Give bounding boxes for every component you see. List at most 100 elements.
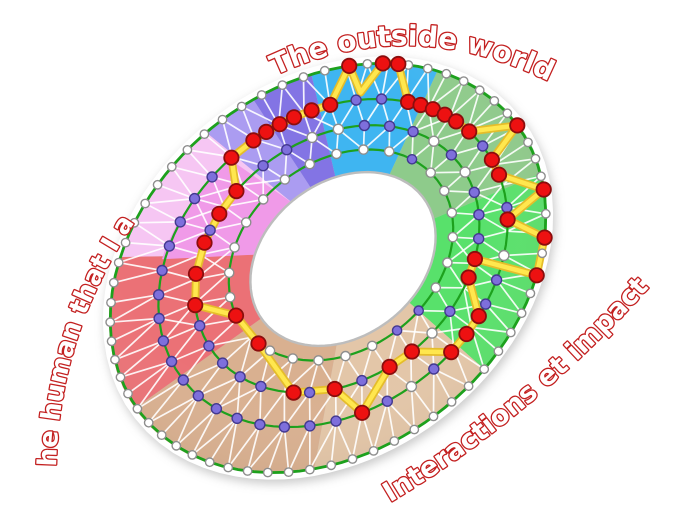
node-A-28[interactable]	[187, 449, 198, 460]
path-node-25[interactable]	[381, 358, 398, 375]
node-D-23[interactable]	[383, 146, 395, 157]
node-B-23[interactable]	[157, 335, 170, 347]
node-B-26[interactable]	[156, 264, 168, 277]
node-C-2[interactable]	[473, 208, 485, 221]
path-node-33[interactable]	[196, 234, 213, 251]
path-node-35[interactable]	[228, 183, 245, 200]
path-node-13[interactable]	[483, 151, 500, 168]
node-A-7[interactable]	[537, 248, 548, 259]
node-B-20[interactable]	[192, 390, 205, 402]
node-C-17[interactable]	[203, 340, 215, 352]
node-C-12[interactable]	[303, 386, 316, 399]
node-B-30[interactable]	[206, 171, 218, 183]
node-A-61[interactable]	[474, 85, 485, 96]
node-D-4[interactable]	[430, 282, 442, 293]
path-node-1[interactable]	[322, 96, 339, 113]
node-D-20[interactable]	[304, 158, 316, 170]
path-node-30[interactable]	[227, 307, 245, 324]
node-A-14[interactable]	[463, 381, 474, 391]
node-A-47[interactable]	[199, 129, 210, 140]
node-C-27[interactable]	[306, 131, 318, 144]
node-B-21[interactable]	[177, 374, 190, 386]
node-A-48[interactable]	[217, 114, 228, 125]
node-D-22[interactable]	[358, 144, 369, 155]
node-B-12[interactable]	[381, 395, 393, 407]
node-A-9[interactable]	[525, 288, 536, 299]
node-A-60[interactable]	[458, 76, 469, 87]
node-A-30[interactable]	[156, 430, 167, 440]
path-node-40[interactable]	[285, 109, 303, 126]
node-A-25[interactable]	[242, 466, 253, 476]
path-node-5[interactable]	[390, 55, 407, 73]
node-C-31[interactable]	[407, 125, 419, 138]
path-node-24[interactable]	[403, 343, 420, 360]
node-D-6[interactable]	[391, 325, 403, 336]
node-A-13[interactable]	[479, 364, 490, 375]
node-B-3[interactable]	[501, 201, 513, 214]
node-A-2[interactable]	[530, 153, 541, 164]
path-node-19[interactable]	[466, 250, 483, 268]
node-C-15[interactable]	[234, 371, 246, 383]
node-B-37[interactable]	[375, 93, 388, 105]
node-C-22[interactable]	[204, 224, 216, 236]
node-A-11[interactable]	[505, 327, 516, 338]
node-D-3[interactable]	[442, 257, 453, 268]
node-D-0[interactable]	[438, 185, 450, 197]
node-A-59[interactable]	[441, 68, 452, 79]
node-A-46[interactable]	[182, 144, 193, 155]
path-node-15[interactable]	[535, 181, 552, 198]
node-A-39[interactable]	[108, 277, 119, 288]
node-A-41[interactable]	[120, 237, 131, 248]
node-B-27[interactable]	[163, 240, 176, 252]
node-B-5[interactable]	[498, 249, 510, 262]
path-node-14[interactable]	[490, 166, 508, 183]
node-C-3[interactable]	[473, 232, 485, 245]
node-B-36[interactable]	[350, 94, 362, 106]
path-node-12[interactable]	[509, 117, 526, 134]
node-D-11[interactable]	[264, 345, 276, 357]
node-D-2[interactable]	[447, 231, 459, 243]
node-A-18[interactable]	[389, 436, 400, 446]
node-C-1[interactable]	[468, 186, 480, 199]
node-A-22[interactable]	[304, 464, 315, 475]
path-node-34[interactable]	[211, 205, 228, 222]
path-node-26[interactable]	[353, 404, 371, 421]
path-node-4[interactable]	[374, 55, 391, 72]
node-A-38[interactable]	[106, 297, 116, 308]
node-C-14[interactable]	[255, 380, 267, 393]
node-C-25[interactable]	[257, 159, 269, 172]
node-A-19[interactable]	[368, 445, 379, 456]
node-A-27[interactable]	[204, 457, 215, 468]
path-node-37[interactable]	[245, 132, 262, 149]
node-A-3[interactable]	[536, 171, 546, 182]
node-A-33[interactable]	[123, 388, 133, 399]
node-B-22[interactable]	[165, 355, 178, 368]
path-node-31[interactable]	[187, 296, 204, 314]
node-A-37[interactable]	[105, 317, 116, 328]
node-B-19[interactable]	[210, 403, 223, 415]
path-node-16[interactable]	[499, 211, 516, 228]
node-B-24[interactable]	[153, 312, 165, 325]
node-D-25[interactable]	[425, 167, 437, 178]
node-B-16[interactable]	[278, 421, 291, 433]
node-C-6[interactable]	[444, 305, 456, 317]
node-B-7[interactable]	[480, 298, 492, 310]
path-node-21[interactable]	[470, 307, 487, 325]
node-B-11[interactable]	[405, 380, 418, 393]
node-D-1[interactable]	[446, 207, 458, 219]
node-D-7[interactable]	[366, 340, 378, 352]
path-node-36[interactable]	[223, 149, 240, 166]
node-B-14[interactable]	[330, 415, 342, 427]
node-A-1[interactable]	[523, 137, 533, 148]
node-D-10[interactable]	[287, 353, 299, 364]
node-A-5[interactable]	[540, 208, 551, 219]
node-A-21[interactable]	[326, 460, 337, 471]
node-D-17[interactable]	[240, 217, 252, 228]
node-A-26[interactable]	[223, 462, 234, 473]
node-D-18[interactable]	[257, 194, 269, 205]
node-A-36[interactable]	[106, 336, 117, 347]
node-B-18[interactable]	[231, 412, 243, 424]
path-node-10[interactable]	[447, 113, 465, 130]
node-C-29[interactable]	[358, 119, 371, 132]
node-D-24[interactable]	[406, 153, 418, 165]
